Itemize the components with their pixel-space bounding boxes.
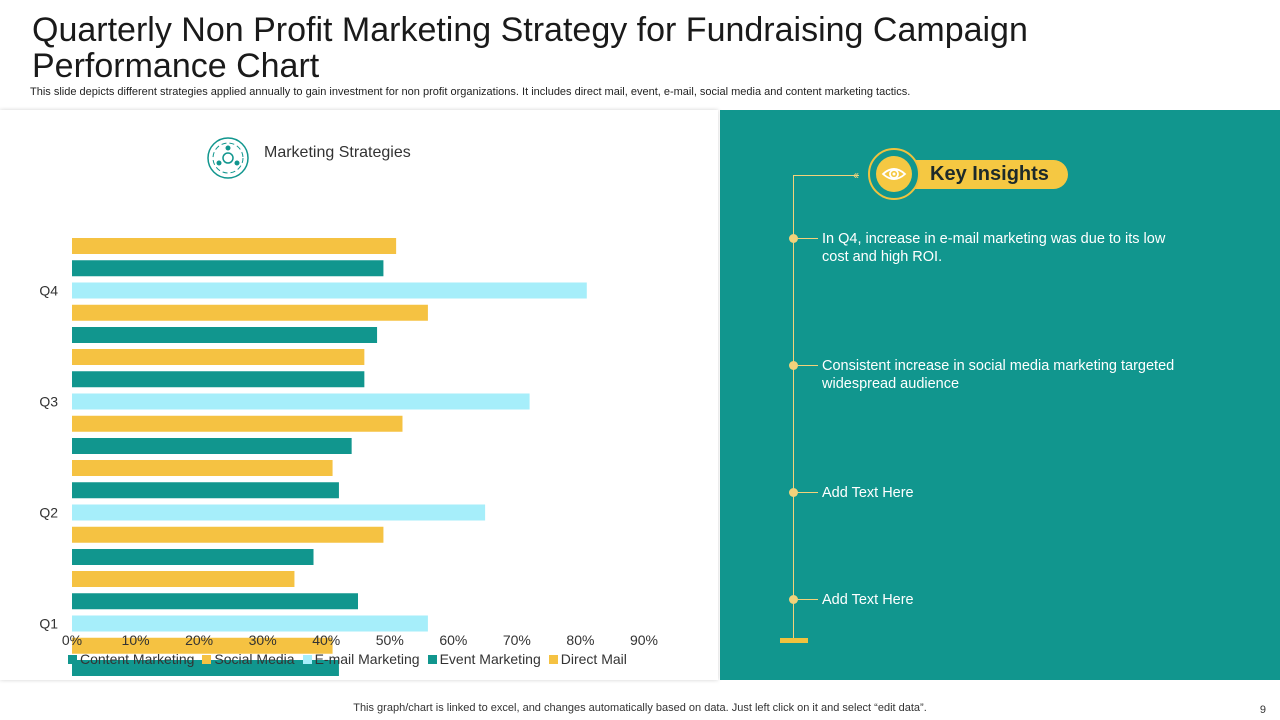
insight-bullet	[789, 595, 798, 604]
y-tick-label: Q2	[39, 505, 58, 521]
bar-q3-content-marketing[interactable]	[72, 438, 352, 454]
bar-q4-social-media[interactable]	[72, 304, 428, 321]
y-tick-label: Q3	[39, 394, 58, 410]
chevrons-icon: ‹‹	[853, 168, 859, 182]
chart-heading: Marketing Strategies	[264, 144, 411, 161]
bar-q2-e-mail-marketing[interactable]	[72, 504, 486, 521]
page-number: 9	[1259, 704, 1266, 716]
insight-item: Add Text Here	[822, 485, 914, 501]
insight-item: Consistent increase in social media mark…	[822, 358, 1175, 392]
y-tick-label: Q1	[39, 616, 58, 632]
legend-label: Event Marketing	[439, 651, 541, 667]
legend-label: Content Marketing	[80, 651, 195, 667]
legend-swatch	[202, 654, 212, 664]
x-tick-label: 90%	[630, 632, 658, 648]
insights-panel: ‹‹ Key Insights In Q4, increase in e-mai…	[720, 110, 1280, 680]
x-tick-label: 70%	[503, 632, 531, 648]
insight-item: In Q4, increase in e-mail marketing was …	[822, 231, 1166, 265]
bar-q2-direct-mail[interactable]	[72, 460, 333, 476]
timeline-line	[793, 176, 794, 640]
slide-title: Quarterly Non Profit Marketing Strategy …	[32, 11, 1028, 85]
insight-bullet	[789, 361, 798, 370]
insights-badge-circle	[868, 148, 920, 200]
slide-subtitle: This slide depicts different strategies …	[30, 86, 911, 98]
legend-label: E-mail Marketing	[314, 651, 420, 667]
timeline-base	[780, 638, 808, 643]
chart-panel[interactable]: Q1 Q2 Q3 Q4 0% 10% 20% 30% 40% 50% 60% 70% 80% 90% Ma…	[0, 110, 718, 680]
legend-label: Social Media	[214, 651, 295, 667]
insight-bullet	[789, 488, 798, 497]
bar-q1-content-marketing[interactable]	[72, 660, 339, 676]
eye-icon	[881, 168, 907, 180]
bar-q2-event-marketing[interactable]	[72, 482, 339, 499]
chart-legend: Content Marketing Social Media E-mail Mark…	[68, 651, 627, 667]
legend-item[interactable]: E-mail Marketing	[302, 651, 420, 667]
insight-bullet	[789, 234, 798, 243]
bar-q2-content-marketing[interactable]	[72, 549, 314, 565]
legend-item[interactable]: Content Marketing	[68, 651, 194, 667]
legend-swatch	[302, 654, 312, 664]
x-tick-label: 0%	[62, 632, 82, 648]
bar-q4-direct-mail[interactable]	[72, 238, 397, 254]
bar-chart[interactable]: Q1 Q2 Q3 Q4 0% 10% 20% 30% 40% 50% 60% 70% 80% 90%	[0, 110, 718, 680]
legend-label: Direct Mail	[560, 651, 627, 667]
x-tick-label: 60%	[439, 632, 467, 648]
footer-note: This graph/chart is linked to excel, and…	[353, 702, 927, 714]
legend-item[interactable]: Social Media	[202, 651, 295, 667]
x-tick-label: 20%	[185, 632, 213, 648]
insight-item: Add Text Here	[822, 592, 914, 608]
x-tick-label: 80%	[566, 632, 594, 648]
x-tick-label: 40%	[312, 632, 340, 648]
legend-swatch	[548, 654, 558, 664]
insight-connector	[798, 365, 818, 366]
legend-swatch	[68, 654, 77, 664]
y-tick-label: Q4	[39, 283, 58, 299]
x-tick-label: 50%	[376, 632, 404, 648]
bar-q1-social-media[interactable]	[72, 637, 333, 654]
insight-connector	[798, 492, 818, 493]
timeline-connector	[793, 175, 859, 176]
bar-q4-event-marketing[interactable]	[72, 260, 384, 277]
legend-item[interactable]: Direct Mail	[548, 651, 627, 667]
insight-connector	[798, 238, 818, 239]
bar-q3-direct-mail[interactable]	[72, 349, 365, 365]
x-tick-label: 30%	[249, 632, 277, 648]
bar-q1-e-mail-marketing[interactable]	[72, 615, 428, 632]
legend-swatch	[427, 654, 437, 664]
bar-q4-e-mail-marketing[interactable]	[72, 282, 587, 299]
legend-item[interactable]: Event Marketing	[427, 651, 541, 667]
insight-connector	[798, 599, 818, 600]
bar-q1-event-marketing[interactable]	[72, 593, 358, 610]
bar-q3-e-mail-marketing[interactable]	[72, 393, 530, 410]
x-tick-label: 10%	[122, 632, 150, 648]
bar-q3-event-marketing[interactable]	[72, 371, 365, 388]
bar-q4-content-marketing[interactable]	[72, 327, 378, 343]
bar-q1-direct-mail[interactable]	[72, 571, 295, 587]
strategy-cycle-icon	[207, 137, 249, 179]
bar-q2-social-media[interactable]	[72, 526, 384, 543]
bar-q3-social-media[interactable]	[72, 415, 403, 432]
